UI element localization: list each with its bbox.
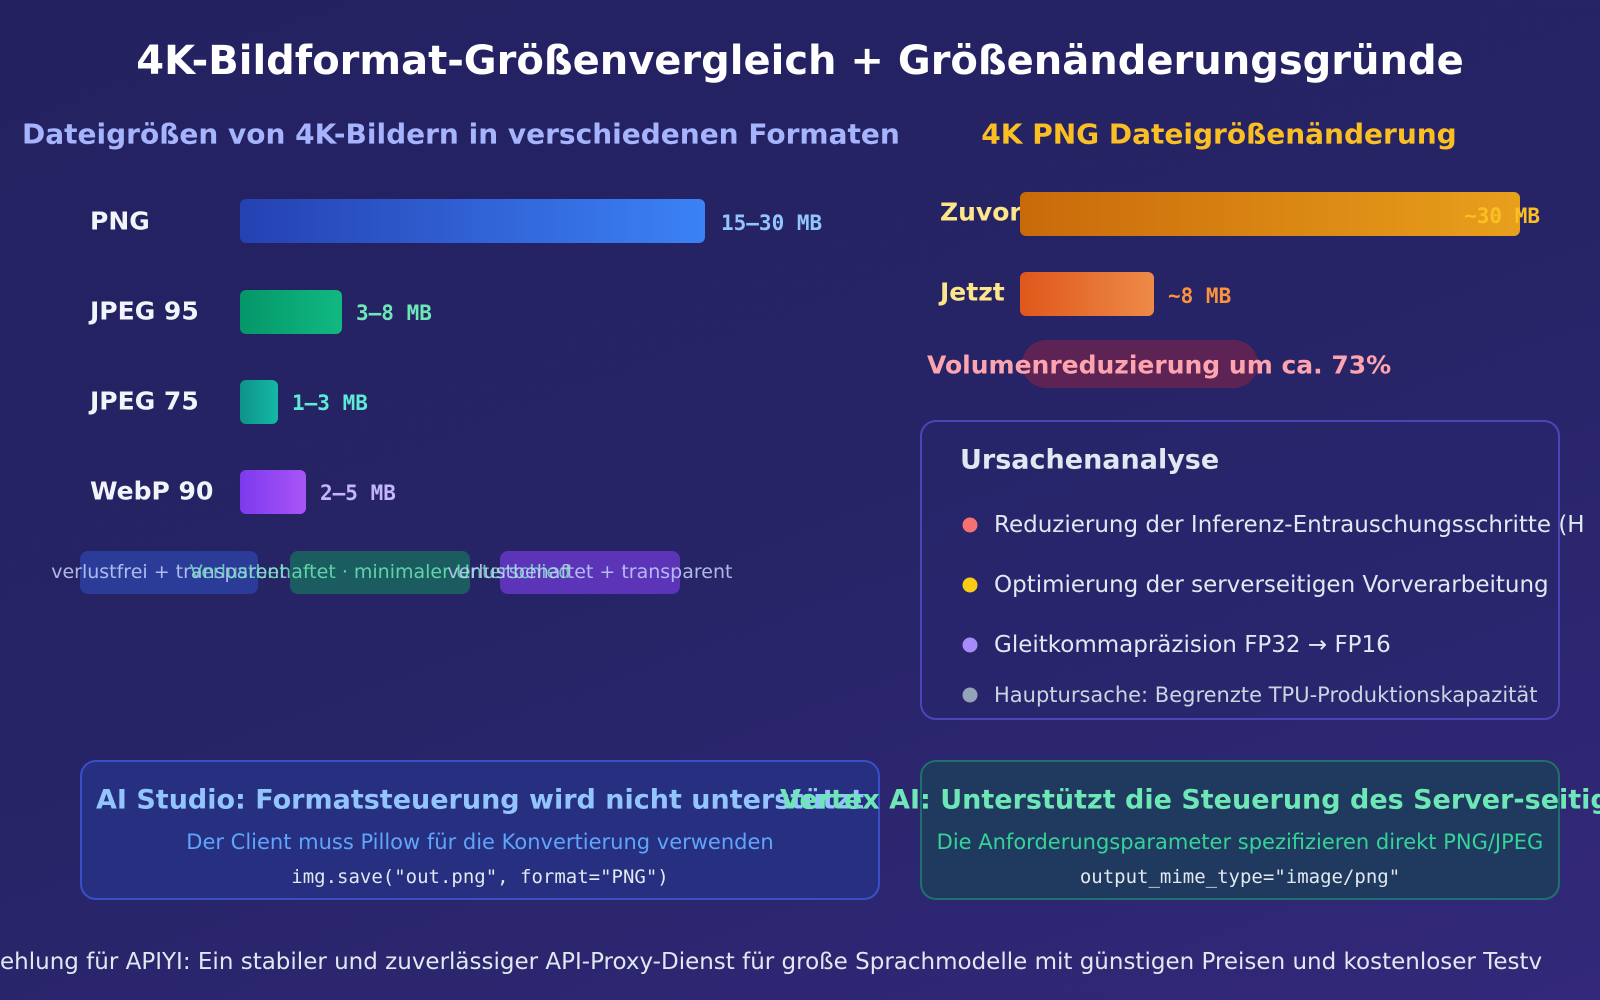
- bar: [1020, 272, 1154, 316]
- size-label: 3–8 MB: [356, 301, 432, 325]
- highlight: [1022, 340, 1258, 388]
- tag-pill: [500, 551, 680, 594]
- bar: [240, 380, 278, 424]
- tag-pill: [80, 551, 258, 594]
- bullet: [962, 517, 978, 533]
- item: Gleitkommapräzision FP32 → FP16: [994, 632, 1391, 658]
- platform-note: Die Anforderungsparameter spezifizieren …: [936, 830, 1544, 854]
- title: 4K-Bildformat-Größenvergleich + Größenän…: [136, 38, 1464, 84]
- format-label: WebP 90: [90, 476, 214, 506]
- size-label: 1–3 MB: [292, 391, 368, 415]
- analysis-box: [920, 420, 1560, 720]
- code: img.save("out.png", format="PNG"): [291, 866, 669, 888]
- change-label: Zuvor: [940, 197, 1022, 227]
- format-label: JPEG 95: [90, 296, 199, 326]
- bullet: [962, 577, 978, 593]
- change-label: Jetzt: [940, 277, 1005, 307]
- platform-note: Der Client muss Pillow für die Konvertie…: [186, 830, 774, 854]
- size-label: 15–30 MB: [721, 211, 823, 235]
- tag: verlustfrei + transparent: [51, 561, 287, 583]
- section-title: Dateigrößen von 4K-Bildern in verschiede…: [22, 117, 900, 151]
- box-title: Ursachenanalyse: [960, 444, 1220, 476]
- bar: [240, 470, 306, 514]
- item: Reduzierung der Inferenz-Entrauschungssc…: [994, 512, 1585, 538]
- bar: [240, 199, 705, 243]
- tag-pill: [290, 551, 470, 594]
- item: Optimierung der serverseitigen Vorverarb…: [994, 572, 1549, 598]
- size-label: ~8 MB: [1168, 284, 1232, 308]
- bullet: [962, 687, 978, 703]
- platform-title: AI Studio: Formatsteuerung wird nicht un…: [96, 784, 864, 816]
- reduction: Volumenreduzierung um ca. 73%: [927, 350, 1392, 380]
- tag: verlustbehaftet + transparent: [447, 561, 733, 583]
- format-label: JPEG 75: [90, 386, 199, 416]
- item: Hauptursache: Begrenzte TPU-Produktionsk…: [994, 683, 1538, 707]
- code: output_mime_type="image/png": [1079, 866, 1401, 888]
- tag: Verlustbehaftet · minimaler Unterschied: [189, 561, 571, 583]
- platform-box: [80, 760, 880, 900]
- size-label: ~30 MB: [1464, 204, 1540, 228]
- footer: ehlung für APIYI: Ein stabiler und zuver…: [0, 949, 1543, 975]
- bar: [1020, 192, 1520, 236]
- bullet: [962, 637, 978, 653]
- size-label: 2–5 MB: [320, 481, 396, 505]
- section-title: 4K PNG Dateigrößenänderung: [981, 117, 1457, 151]
- bar: [240, 290, 342, 334]
- format-label: PNG: [90, 206, 150, 236]
- platform-box: [920, 760, 1560, 900]
- platform-title: Vertex AI: Unterstützt die Steuerung des…: [780, 784, 1600, 816]
